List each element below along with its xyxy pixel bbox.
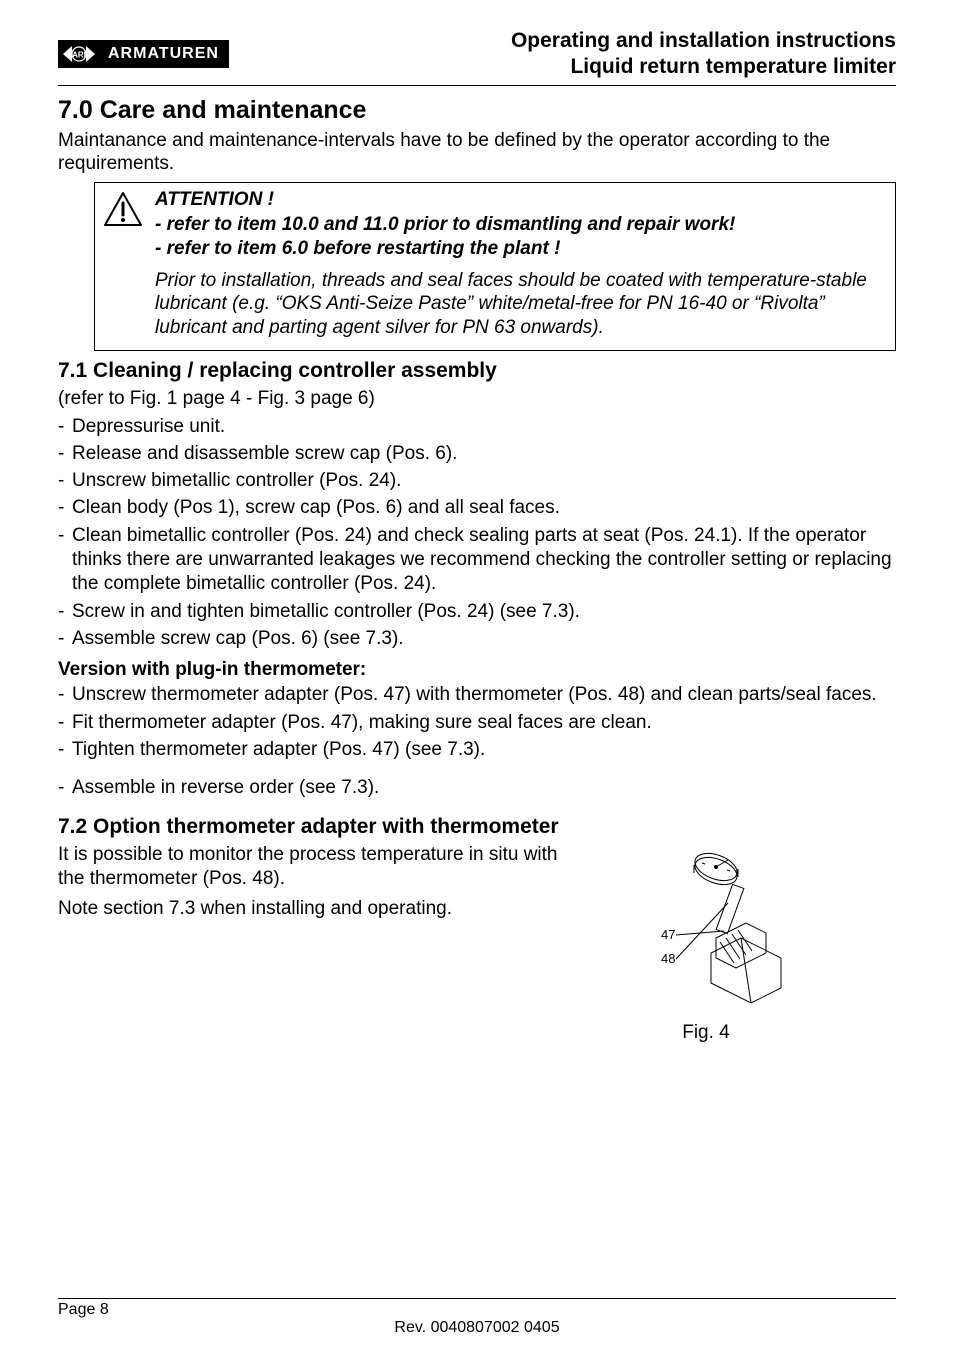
- list-item: Fit thermometer adapter (Pos. 47), makin…: [58, 711, 896, 735]
- section-7-1-list: Depressurise unit. Release and disassemb…: [58, 415, 896, 652]
- fig-label-48: 48: [661, 951, 675, 966]
- attention-line-2: - refer to item 6.0 before restarting th…: [155, 237, 735, 261]
- section-7-2-text: It is possible to monitor the process te…: [58, 843, 570, 928]
- fig-label-47: 47: [661, 927, 675, 942]
- attention-line-1: - refer to item 10.0 and 11.0 prior to d…: [155, 213, 735, 237]
- section-7-intro: Maintanance and maintenance-intervals ha…: [58, 129, 896, 177]
- section-7-1-title: 7.1 Cleaning / replacing controller asse…: [58, 359, 896, 383]
- section-7-1-refer: (refer to Fig. 1 page 4 - Fig. 3 page 6): [58, 387, 896, 411]
- svg-text:ARI: ARI: [72, 51, 86, 60]
- figure-4: 47 48 Fig. 4: [586, 843, 826, 1044]
- header-line-1: Operating and installation instructions: [511, 28, 896, 54]
- list-item: Assemble in reverse order (see 7.3).: [58, 776, 896, 800]
- reverse-list: Assemble in reverse order (see 7.3).: [58, 776, 896, 800]
- section-7-title: 7.0 Care and maintenance: [58, 96, 896, 125]
- brand-text: ARMATUREN: [102, 40, 229, 68]
- footer-revision: Rev. 0040807002 0405: [58, 1319, 896, 1337]
- list-item: Unscrew thermometer adapter (Pos. 47) wi…: [58, 683, 896, 707]
- thermometer-adapter-diagram-icon: 47 48: [616, 843, 796, 1013]
- version-list: Unscrew thermometer adapter (Pos. 47) wi…: [58, 683, 896, 762]
- attention-heading: ATTENTION !: [155, 189, 735, 211]
- list-item: Assemble screw cap (Pos. 6) (see 7.3).: [58, 627, 896, 651]
- footer-spacer: [892, 1301, 896, 1319]
- header-rule: [58, 85, 896, 86]
- header-line-2: Liquid return temperature limiter: [511, 54, 896, 80]
- brand-logo: ARI ARMATUREN: [58, 40, 229, 68]
- footer-page: Page 8: [58, 1301, 109, 1319]
- section-7-2-para2: Note section 7.3 when installing and ope…: [58, 897, 570, 921]
- brand-emblem-icon: ARI: [58, 40, 102, 68]
- version-heading: Version with plug-in thermometer:: [58, 659, 896, 681]
- attention-body: Prior to installation, threads and seal …: [155, 269, 885, 340]
- section-7-2-para1: It is possible to monitor the process te…: [58, 843, 570, 892]
- list-item: Tighten thermometer adapter (Pos. 47) (s…: [58, 738, 896, 762]
- section-7-2-title: 7.2 Option thermometer adapter with ther…: [58, 815, 896, 839]
- figure-4-caption: Fig. 4: [586, 1022, 826, 1044]
- list-item: Clean bimetallic controller (Pos. 24) an…: [58, 524, 896, 597]
- page-header: ARI ARMATUREN Operating and installation…: [58, 28, 896, 81]
- list-item: Release and disassemble screw cap (Pos. …: [58, 442, 896, 466]
- header-titles: Operating and installation instructions …: [511, 28, 896, 81]
- warning-triangle-icon: [103, 191, 143, 232]
- footer-rule: [58, 1298, 896, 1299]
- list-item: Screw in and tighten bimetallic controll…: [58, 600, 896, 624]
- list-item: Clean body (Pos 1), screw cap (Pos. 6) a…: [58, 496, 896, 520]
- list-item: Unscrew bimetallic controller (Pos. 24).: [58, 469, 896, 493]
- attention-box: ATTENTION ! - refer to item 10.0 and 11.…: [94, 182, 896, 351]
- page-footer: Page 8 Rev. 0040807002 0405: [58, 1298, 896, 1319]
- list-item: Depressurise unit.: [58, 415, 896, 439]
